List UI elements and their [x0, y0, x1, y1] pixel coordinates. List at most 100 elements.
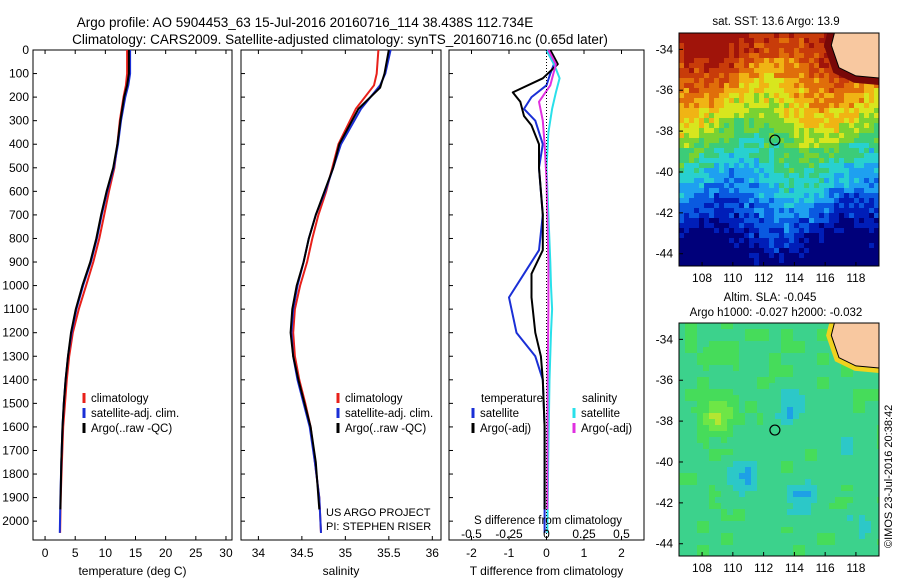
map-cell	[814, 198, 820, 204]
map-cell	[817, 479, 824, 486]
map-cell	[769, 138, 775, 144]
map-cell	[739, 63, 745, 69]
map-cell	[754, 208, 760, 214]
map-cell	[841, 455, 848, 462]
map-cell	[814, 173, 820, 179]
map-cell	[874, 178, 879, 184]
map-cell	[704, 83, 710, 89]
y-tick-label: 1000	[2, 279, 29, 293]
map-cell	[859, 233, 865, 239]
map-cell	[814, 203, 820, 209]
map-cell	[709, 123, 715, 129]
map-cell	[824, 113, 830, 119]
map-cell	[691, 389, 698, 396]
map-cell	[799, 223, 805, 229]
map-cell	[751, 359, 758, 366]
map-cell	[729, 93, 735, 99]
map-cell	[727, 341, 734, 348]
map-cell	[779, 68, 785, 74]
map-cell	[769, 521, 776, 528]
map-cell	[824, 223, 830, 229]
map-cell	[739, 467, 746, 474]
map-cell	[739, 425, 746, 432]
map-cell	[859, 479, 866, 486]
map-cell	[874, 148, 879, 154]
map-cell	[714, 53, 720, 59]
map-cell	[764, 83, 770, 89]
series-line-argo---raw--qc-	[59, 50, 130, 510]
map-cell	[719, 83, 725, 89]
map-cell	[817, 413, 824, 420]
map-cell	[697, 389, 704, 396]
map-cell	[814, 103, 820, 109]
map-cell	[754, 193, 760, 199]
map-cell	[814, 168, 820, 174]
map-cell	[759, 123, 765, 129]
map-cell	[823, 497, 830, 504]
panel-sal-frame	[240, 49, 442, 541]
map-cell	[877, 455, 879, 462]
map-cell	[817, 371, 824, 378]
map-cell	[691, 353, 698, 360]
map-cell	[835, 371, 842, 378]
map-cell	[679, 365, 686, 372]
map-cell	[754, 253, 760, 259]
map-cell	[699, 208, 705, 214]
map-cell	[799, 138, 805, 144]
map-cell	[829, 545, 836, 552]
map-cell	[811, 455, 818, 462]
map-cell	[853, 515, 860, 522]
map-cell	[719, 203, 725, 209]
map-cell	[734, 113, 740, 119]
map-cell	[763, 341, 770, 348]
map-cell	[799, 188, 805, 194]
map-cell	[839, 163, 845, 169]
map-cell	[775, 437, 782, 444]
map-cell	[799, 108, 805, 114]
map-cell	[719, 183, 725, 189]
map-cell	[824, 248, 830, 254]
map-cell	[694, 108, 700, 114]
map-cell	[864, 148, 870, 154]
map-cell	[841, 437, 848, 444]
map-cell	[709, 413, 716, 420]
map-cell	[714, 163, 720, 169]
map-cell	[779, 213, 785, 219]
map-cell	[839, 213, 845, 219]
map-cell	[814, 53, 820, 59]
map-cell	[745, 353, 752, 360]
map-cell	[699, 123, 705, 129]
map-cell	[715, 437, 722, 444]
map-cell	[739, 377, 746, 384]
map-cell	[829, 213, 835, 219]
map-cell	[769, 515, 776, 522]
map-cell	[841, 383, 848, 390]
map-cell	[733, 437, 740, 444]
map-cell	[823, 509, 830, 516]
map-cell	[754, 228, 760, 234]
map-cell	[793, 341, 800, 348]
map-cell	[697, 485, 704, 492]
map-cell	[805, 503, 812, 510]
map-cell	[749, 188, 755, 194]
map-cell	[749, 138, 755, 144]
map-cell	[844, 233, 850, 239]
map-cell	[794, 188, 800, 194]
map-cell	[729, 113, 735, 119]
map-cell	[734, 188, 740, 194]
map-cell	[834, 263, 840, 266]
map-cell	[769, 43, 775, 49]
map-cell	[679, 419, 686, 426]
map-cell	[749, 68, 755, 74]
map-cell	[849, 263, 855, 266]
map-cell	[811, 407, 818, 414]
map-cell	[744, 53, 750, 59]
map-cell	[709, 228, 715, 234]
map-cell	[715, 443, 722, 450]
map-cell	[744, 168, 750, 174]
map-cell	[703, 461, 710, 468]
map-cell	[859, 401, 866, 408]
map-cell	[739, 188, 745, 194]
map-cell	[751, 341, 758, 348]
map-cell	[684, 33, 690, 39]
